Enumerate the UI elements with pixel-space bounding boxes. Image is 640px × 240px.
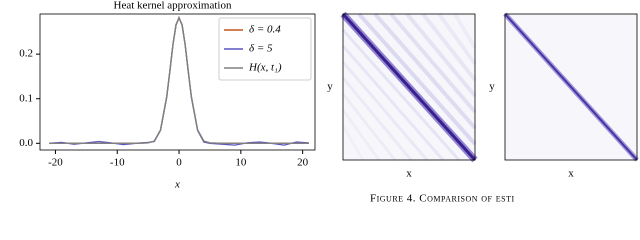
x-axis-label: x (406, 168, 412, 180)
x-tick-label: 10 (235, 157, 247, 169)
heatmap-stripe (389, 12, 477, 114)
heatmap-stripe (373, 12, 477, 130)
y-tick-label: 0.0 (19, 137, 33, 149)
heatmap-stripe (357, 12, 477, 146)
x-axis-label: x (174, 179, 180, 191)
plot-frame (39, 13, 316, 151)
x-tick-label: -10 (110, 157, 125, 169)
chart-title: Heat kernel approximation (114, 0, 232, 12)
figure: Figure 4. Comparison of esti Heat kernel… (19, 0, 639, 205)
line-series (49, 15, 309, 144)
heatmap-stripe (341, 45, 445, 161)
legend-label: δ = 0.4 (249, 24, 281, 36)
heatmap-frame (504, 13, 638, 161)
legend-label: δ = 5 (249, 43, 273, 55)
x-tick-label: -20 (48, 157, 63, 169)
x-tick-label: 20 (297, 157, 309, 169)
heatmap-stripe (437, 12, 477, 66)
x-tick-label: 0 (176, 157, 182, 169)
heatmap (340, 11, 478, 163)
heatmap-diagonal (341, 12, 477, 162)
heatmap-diagonal (504, 13, 638, 161)
caption: Figure 4. Comparison of esti (370, 193, 515, 205)
heatmap (503, 12, 639, 162)
heatmap-stripe (341, 29, 461, 161)
heatmap-frame (342, 13, 476, 161)
legend-label: H(x, t₁) (248, 62, 282, 74)
heatmap-stripe (341, 125, 365, 161)
heatmap-stripe (341, 77, 413, 161)
heatmap-stripe (341, 93, 397, 161)
legend-box (218, 17, 312, 81)
heatmap-stripe (421, 12, 477, 82)
heatmap-stripe (405, 12, 477, 98)
y-axis-label: y (489, 81, 495, 93)
heatmap-stripe (341, 61, 429, 161)
y-axis-label: y (327, 81, 333, 93)
y-tick-label: 0.2 (19, 48, 33, 60)
heatmap-stripe (341, 109, 381, 161)
y-tick-label: 0.1 (19, 92, 33, 104)
x-axis-label: x (568, 168, 574, 180)
heatmap-stripe (453, 12, 477, 50)
